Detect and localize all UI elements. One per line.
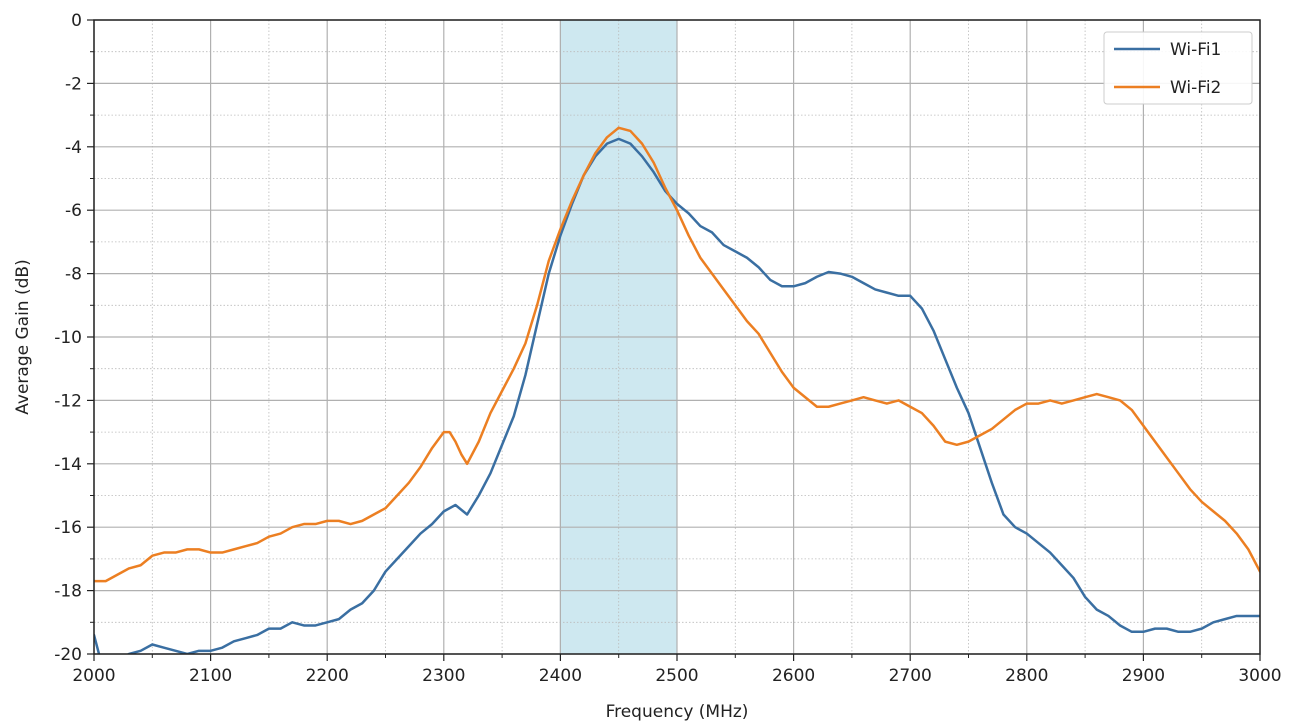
y-tick-label: -4 xyxy=(65,138,82,158)
x-tick-label: 2100 xyxy=(189,666,232,686)
y-tick-label: -2 xyxy=(65,74,82,94)
y-tick-label: -14 xyxy=(54,455,82,475)
legend-label-wifi2: Wi-Fi2 xyxy=(1170,78,1221,98)
x-tick-label: 3000 xyxy=(1238,666,1281,686)
y-tick-label: -18 xyxy=(54,582,82,602)
x-tick-label: 2300 xyxy=(422,666,465,686)
y-tick-label: -16 xyxy=(54,518,82,538)
x-tick-label: 2400 xyxy=(539,666,582,686)
series-line-wifi2 xyxy=(94,126,1260,583)
y-tick-label: -6 xyxy=(65,201,82,221)
x-tick-label: 2800 xyxy=(1005,666,1048,686)
x-tick-label: 2700 xyxy=(889,666,932,686)
x-tick-label: 2000 xyxy=(72,666,115,686)
x-tick-label: 2900 xyxy=(1122,666,1165,686)
y-tick-label: -10 xyxy=(54,328,82,348)
x-tick-label: 2500 xyxy=(655,666,698,686)
legend-label-wifi1: Wi-Fi1 xyxy=(1170,40,1221,60)
x-tick-label: 2200 xyxy=(306,666,349,686)
y-axis-title: Average Gain (dB) xyxy=(13,259,33,414)
y-tick-label: -8 xyxy=(65,265,82,285)
y-tick-label: 0 xyxy=(71,11,82,31)
legend: Wi-Fi1 Wi-Fi2 xyxy=(1103,31,1253,105)
x-axis-title: Frequency (MHz) xyxy=(606,702,749,722)
x-tick-label: 2600 xyxy=(772,666,815,686)
y-tick-label: -12 xyxy=(54,391,82,411)
y-tick-label: -20 xyxy=(54,645,82,665)
